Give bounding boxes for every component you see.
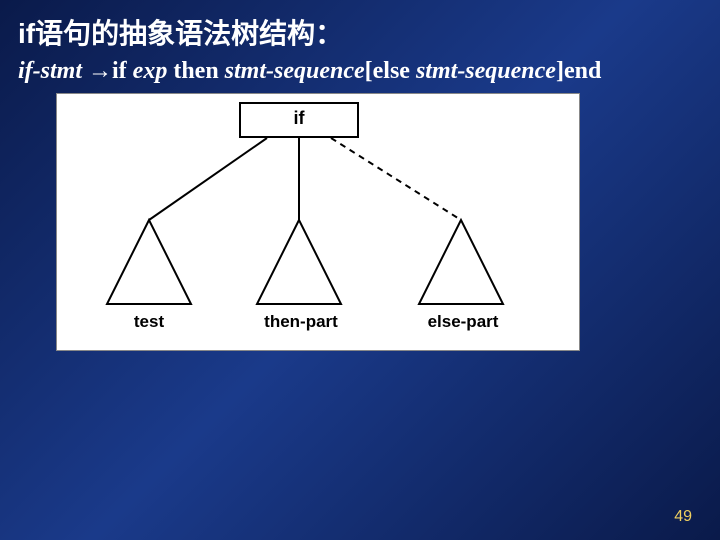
grammar-rhs-2: then — [173, 58, 224, 84]
grammar-rhs-5: stmt-sequence — [416, 58, 556, 84]
grammar-rhs-1: exp — [133, 58, 174, 84]
page-number: 49 — [674, 508, 692, 526]
root-node-box: if — [239, 102, 359, 138]
arrow-icon: → — [88, 58, 112, 84]
tree-diagram: if test then-part else-part — [56, 93, 580, 351]
slide-title: if语句的抽象语法树结构： — [0, 0, 720, 56]
leaf-label-1: then-part — [251, 312, 351, 332]
grammar-rhs-6: ]end — [556, 58, 601, 84]
grammar-rhs-4: [else — [365, 58, 416, 84]
root-node-label: if — [241, 108, 357, 129]
leaf-label-0: test — [107, 312, 191, 332]
grammar-rhs-0: if — [112, 58, 133, 84]
leaf-label-2: else-part — [413, 312, 513, 332]
grammar-rule: if-stmt →if exp then stmt-sequence[else … — [0, 56, 720, 93]
grammar-lhs: if-stmt — [18, 58, 82, 84]
grammar-rhs-3: stmt-sequence — [225, 58, 365, 84]
